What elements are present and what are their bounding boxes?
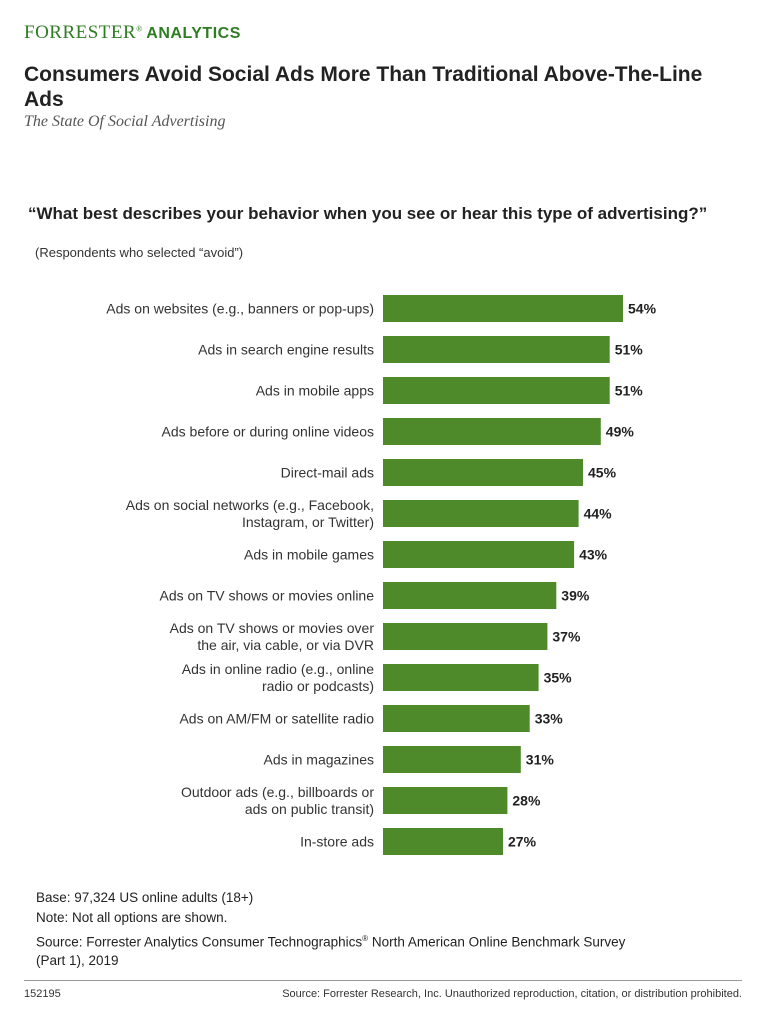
bar-11 (383, 705, 530, 732)
footnote-source-text: Source: Forrester Analytics Consumer Tec… (36, 934, 363, 950)
bar-2 (383, 336, 610, 363)
brand-registered-mark: ® (136, 24, 143, 34)
value-label-10: 35% (544, 670, 573, 686)
bar-14 (383, 828, 503, 855)
page-subtitle: The State Of Social Advertising (24, 113, 226, 130)
value-label-3: 51% (615, 383, 644, 399)
category-label-13: Outdoor ads (e.g., billboards or ads on p… (181, 784, 374, 817)
category-label-4: Ads before or during online videos (162, 424, 374, 440)
document-id: 152195 (24, 988, 61, 1000)
category-label-7: Ads in mobile games (244, 547, 374, 563)
footnote-note: Note: Not all options are shown. (36, 910, 228, 925)
footnote-source-line2: (Part 1), 2019 (36, 952, 119, 968)
value-label-7: 43% (579, 547, 608, 563)
category-label-9: Ads on TV shows or movies over the air, v… (170, 620, 375, 653)
value-label-2: 51% (615, 342, 644, 358)
category-label-5: Direct-mail ads (281, 465, 374, 481)
page-title: Consumers Avoid Social Ads More Than Tra… (24, 63, 703, 111)
category-label-12: Ads in magazines (263, 752, 374, 768)
bar-7 (383, 541, 575, 568)
brand-product: ANALYTICS (146, 25, 241, 42)
footnote-source-text-end: North American Online Benchmark Survey (368, 934, 626, 950)
value-label-5: 45% (588, 465, 617, 481)
survey-question-note: (Respondents who selected “avoid”) (35, 245, 244, 260)
category-label-8: Ads on TV shows or movies online (159, 588, 374, 604)
footnote-source: Source: Forrester Analytics Consumer Tec… (36, 930, 726, 970)
survey-question: “What best describes your behavior when … (28, 204, 708, 223)
footnote-base: Base: 97,324 US online adults (18+) (36, 890, 254, 905)
value-label-12: 31% (526, 752, 555, 768)
value-label-9: 37% (552, 629, 581, 645)
bar-12 (383, 746, 521, 773)
footer-divider (24, 980, 742, 981)
bar-4 (383, 418, 601, 445)
value-label-11: 33% (535, 711, 564, 727)
value-label-14: 27% (508, 834, 537, 850)
brand-name: Forrester (24, 22, 137, 43)
footnote-source-registered: ® (362, 934, 369, 943)
category-label-10: Ads in online radio (e.g., online radio o… (182, 661, 374, 694)
bar-10 (383, 664, 539, 691)
category-label-3: Ads in mobile apps (256, 383, 374, 399)
value-label-13: 28% (512, 793, 541, 809)
bar-3 (383, 377, 610, 404)
bar-5 (383, 459, 583, 486)
value-label-6: 44% (584, 506, 613, 522)
bar-9 (383, 623, 548, 650)
bar-8 (383, 582, 557, 609)
copyright-notice: Source: Forrester Research, Inc. Unautho… (282, 988, 742, 1000)
bar-13 (383, 787, 508, 814)
value-label-8: 39% (561, 588, 590, 604)
value-label-1: 54% (628, 301, 657, 317)
brand-logo: Forrester® ANALYTICS (24, 22, 241, 46)
bar-chart: 54% Ads on websites (e.g., banners or pop… (106, 295, 657, 855)
footnotes: Base: 97,324 US online adults (18+) Note… (36, 888, 726, 970)
category-label-1: Ads on websites (e.g., banners or pop-up… (106, 301, 374, 317)
bar-6 (383, 500, 579, 527)
category-label-2: Ads in search engine results (198, 342, 374, 358)
category-label-11: Ads on AM/FM or satellite radio (179, 711, 374, 727)
category-label-6: Ads on social networks (e.g., Facebook, I… (126, 497, 374, 530)
value-label-4: 49% (606, 424, 635, 440)
bar-1 (383, 295, 623, 322)
category-label-14: In-store ads (300, 834, 374, 850)
